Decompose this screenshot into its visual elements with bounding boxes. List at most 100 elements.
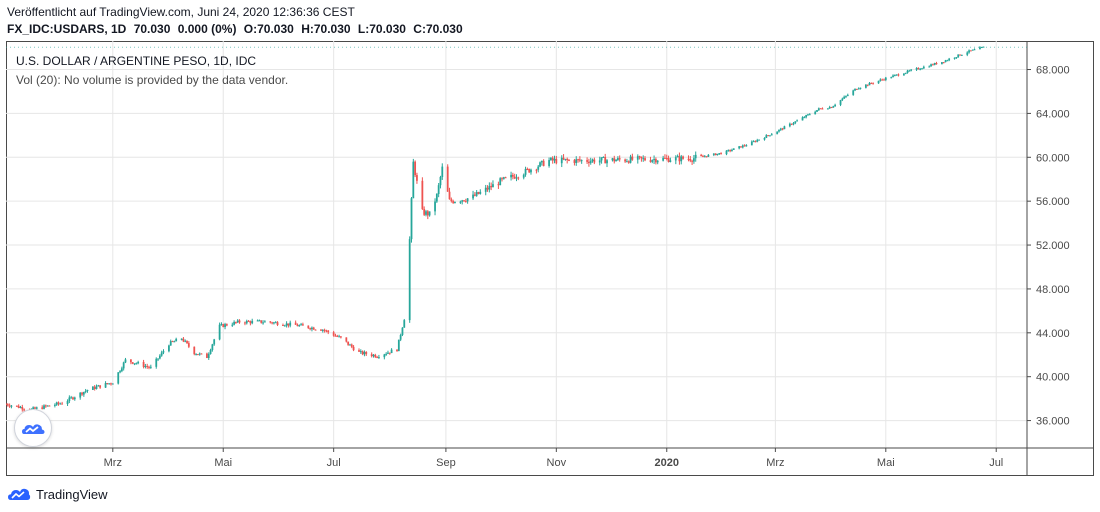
candle-body: [606, 160, 608, 164]
candle-body: [91, 386, 94, 390]
candle-body: [883, 79, 885, 81]
x-tick-label: Sep: [436, 457, 456, 469]
candle-body: [687, 158, 690, 160]
candle-body: [817, 108, 820, 111]
candle-body: [490, 185, 493, 188]
candle-body: [664, 157, 666, 159]
candle-body: [187, 343, 190, 347]
candle-body: [700, 154, 703, 157]
candle-body: [783, 126, 786, 130]
candle-body: [119, 371, 121, 373]
candle-body: [731, 149, 733, 151]
candle-body: [779, 128, 782, 130]
candle-body: [327, 330, 330, 333]
chart-legend: U.S. DOLLAR / ARGENTINE PESO, 1D, IDC Vo…: [16, 52, 288, 90]
candle-body: [256, 320, 259, 322]
candle-body: [794, 121, 797, 124]
candle-body: [385, 353, 388, 355]
candle-body: [982, 46, 985, 48]
candle-body: [401, 327, 404, 335]
candle-body: [289, 322, 292, 326]
x-tick-label: Jul: [989, 457, 1003, 469]
candle-body: [821, 108, 824, 110]
candle-body: [162, 351, 165, 353]
candle-body: [390, 349, 393, 354]
candle-body: [258, 320, 261, 322]
candle-body: [738, 146, 741, 149]
candle-body: [79, 392, 82, 398]
candle-body: [301, 324, 304, 326]
candle-body: [35, 407, 38, 409]
candle-body: [828, 107, 831, 109]
candle-body: [461, 200, 464, 202]
candle-body: [586, 160, 589, 162]
candle-body: [142, 361, 145, 367]
candle-body: [262, 322, 264, 324]
candle-body: [175, 338, 178, 342]
candle-body: [893, 74, 896, 76]
candle-body: [577, 159, 579, 161]
candle-body: [656, 160, 659, 163]
candle-body: [524, 168, 527, 175]
candle-body: [206, 353, 208, 359]
candle-body: [383, 354, 386, 358]
candle-body: [184, 340, 187, 342]
candle-body: [104, 383, 107, 388]
candle-body: [868, 82, 871, 86]
tradingview-cloud-icon: [8, 488, 31, 500]
candle-body: [484, 187, 487, 192]
candle-body: [171, 341, 174, 343]
candle-body: [624, 159, 627, 162]
footer-brand: TradingView: [36, 486, 108, 502]
candle-body: [769, 135, 771, 137]
candle-body: [511, 174, 514, 177]
candle-body: [946, 60, 949, 62]
candle-body: [866, 84, 869, 86]
candle-body: [807, 114, 809, 116]
candle-body: [515, 177, 518, 179]
candle-body: [718, 153, 721, 155]
candle-body: [276, 322, 279, 325]
candle-body: [81, 392, 83, 395]
y-tick-label: 44.000: [1036, 328, 1070, 340]
candle-body: [247, 320, 250, 322]
candle-body: [915, 68, 918, 70]
candle-body: [273, 322, 275, 324]
candle-body: [459, 201, 462, 203]
candle-body: [446, 166, 449, 192]
x-tick-label: 2020: [655, 457, 679, 469]
candle-body: [207, 353, 210, 359]
candle-body: [638, 156, 641, 158]
candle-body: [750, 141, 753, 146]
candle-body: [410, 198, 413, 240]
candle-body: [220, 324, 223, 326]
candle-body: [530, 169, 532, 173]
candle-body: [539, 162, 541, 167]
candle-body: [754, 141, 757, 143]
candle-body: [501, 178, 503, 180]
candle-body: [349, 344, 351, 346]
candle-body: [231, 324, 234, 326]
candle-body: [756, 139, 759, 142]
candle-body: [486, 187, 489, 190]
candle-body: [131, 362, 134, 364]
candle-body: [933, 62, 936, 65]
candle-body: [414, 161, 417, 176]
candle-body: [370, 354, 373, 357]
candle-body: [953, 57, 956, 59]
candle-body: [654, 159, 657, 163]
candle-body: [627, 161, 630, 163]
y-tick-label: 64.000: [1036, 108, 1070, 120]
candle-body: [160, 352, 163, 356]
price-chart[interactable]: 36.000 40.000 44.000 48.000 52.000 56.000 60.0…: [6, 41, 1094, 476]
candle-body: [173, 341, 176, 343]
candle-body: [716, 153, 719, 156]
candle-body: [68, 397, 71, 402]
candle-body: [97, 385, 100, 387]
candle-body: [408, 239, 411, 321]
candle-body: [575, 159, 578, 163]
candle-body: [200, 353, 203, 355]
candle-body: [564, 158, 567, 160]
candle-body: [213, 339, 216, 345]
candle-body: [881, 79, 884, 81]
